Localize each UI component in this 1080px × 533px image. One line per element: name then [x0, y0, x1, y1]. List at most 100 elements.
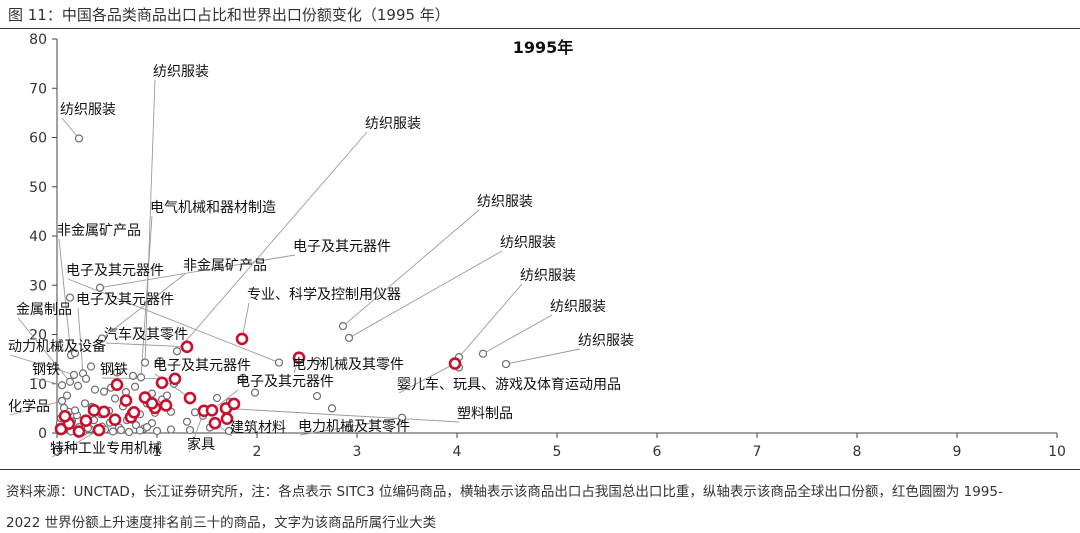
data-point [135, 426, 145, 435]
data-point [69, 370, 79, 379]
source-note-line2: 2022 世界份额上升速度排名前三十的商品，文字为该商品所属行业大类 [6, 515, 437, 531]
data-point [99, 387, 109, 396]
annotation-leader-line [342, 209, 480, 327]
annotation-leader-line [61, 117, 80, 139]
annotation-leader-line [77, 307, 84, 374]
red-data-point [208, 416, 222, 430]
data-point [501, 359, 511, 369]
y-tick-label: 20 [29, 328, 47, 344]
annotation-label: 专业、科学及控制用仪器 [247, 287, 401, 303]
data-point [81, 374, 91, 383]
annotation-label: 塑料制品 [457, 406, 513, 422]
annotation-label: 电子及其元器件 [66, 263, 164, 279]
data-point [250, 388, 260, 397]
data-point [95, 283, 105, 292]
annotation-leader-line [398, 363, 456, 394]
data-point [130, 382, 140, 391]
x-tick-label: 5 [553, 444, 562, 460]
annotation-label: 婴儿车、玩具、游戏及体育运动用品 [397, 376, 621, 393]
data-point [110, 394, 120, 403]
annotation-leader-line [58, 238, 72, 356]
annotation-leader-line [458, 283, 523, 358]
data-point [65, 377, 75, 386]
annotation-leader-line [176, 131, 368, 352]
data-point [112, 368, 122, 377]
annotation-label: 纺织服装 [153, 64, 209, 80]
annotation-label: 电子及其元器件 [293, 239, 391, 255]
red-data-point [180, 340, 194, 354]
data-point [136, 373, 146, 382]
annotation-leader-line [348, 250, 503, 339]
data-point [140, 358, 150, 367]
y-tick-label: 70 [29, 81, 47, 97]
annotation-leader-line [225, 407, 460, 423]
data-point [142, 422, 152, 432]
red-data-point [97, 405, 111, 419]
red-data-point [58, 409, 72, 423]
annotation-label: 纺织服装 [500, 235, 556, 251]
red-data-point [79, 414, 93, 427]
data-point [73, 381, 83, 390]
data-point [97, 334, 107, 343]
data-point [162, 391, 172, 400]
annotation-leader-line [505, 348, 581, 365]
data-point [397, 413, 407, 422]
x-tick-label: 4 [453, 444, 462, 460]
data-point [185, 425, 195, 435]
data-point [166, 425, 176, 434]
annotation-label: 纺织服装 [477, 194, 533, 210]
annotation-leader-line [482, 314, 553, 355]
red-data-point [155, 376, 169, 390]
annotation-label: 金属制品 [16, 302, 72, 318]
red-data-point [292, 351, 306, 364]
annotation-label: 电子及其元器件 [76, 292, 174, 308]
annotation-label: 非金属矿产品 [183, 258, 267, 274]
annotation-label: 建筑材料 [230, 420, 286, 436]
red-data-point [168, 372, 182, 386]
x-tick-label: 0 [53, 444, 62, 460]
data-point [124, 427, 134, 437]
data-point [70, 406, 80, 415]
y-tick-label: 10 [29, 377, 47, 393]
source-note-line1: 资料来源：UNCTAD，长江证券研究所，注：各点表示 SITC3 位编码商品，横… [6, 484, 1003, 500]
y-tick-label: 80 [29, 32, 47, 48]
annotation-leader-line [99, 254, 296, 289]
data-point [344, 333, 354, 343]
annotation-leader-line [33, 377, 63, 386]
red-data-point [72, 425, 86, 438]
data-point [338, 322, 348, 331]
x-tick-label: 9 [953, 444, 962, 460]
annotation-labels: 纺织服装纺织服装纺织服装纺织服装纺织服装纺织服装纺织服装纺织服装非金属矿产品电气… [8, 64, 634, 457]
x-tick-label: 8 [853, 444, 862, 460]
red-data-point [220, 412, 234, 426]
data-point [128, 371, 138, 380]
annotation-leader-line [51, 429, 100, 458]
data-point [62, 391, 72, 400]
x-tick-label: 2 [253, 444, 262, 460]
annotation-leader-line [140, 215, 153, 378]
annotation-leader-line [105, 342, 188, 348]
data-point [190, 408, 200, 417]
data-point [116, 425, 126, 435]
red-data-point [127, 406, 141, 419]
red-data-point [183, 391, 197, 405]
data-point [224, 426, 234, 436]
data-point [238, 373, 248, 382]
data-point [90, 385, 100, 394]
data-point [65, 293, 75, 302]
data-point [344, 423, 354, 433]
data-point [86, 362, 96, 371]
y-tick-label: 50 [29, 180, 47, 196]
y-tick-label: 40 [29, 229, 47, 245]
x-tick-label: 7 [753, 444, 762, 460]
x-tick-label: 1 [153, 444, 162, 460]
annotation-label: 纺织服装 [60, 102, 116, 118]
red-data-point [227, 397, 241, 411]
red-data-point [110, 378, 124, 392]
red-data-point [119, 394, 133, 407]
y-tick-label: 60 [29, 131, 47, 147]
annotation-label: 钢铁 [32, 362, 60, 378]
data-point [327, 404, 337, 413]
top-rule [0, 28, 1080, 29]
data-point [312, 391, 322, 401]
